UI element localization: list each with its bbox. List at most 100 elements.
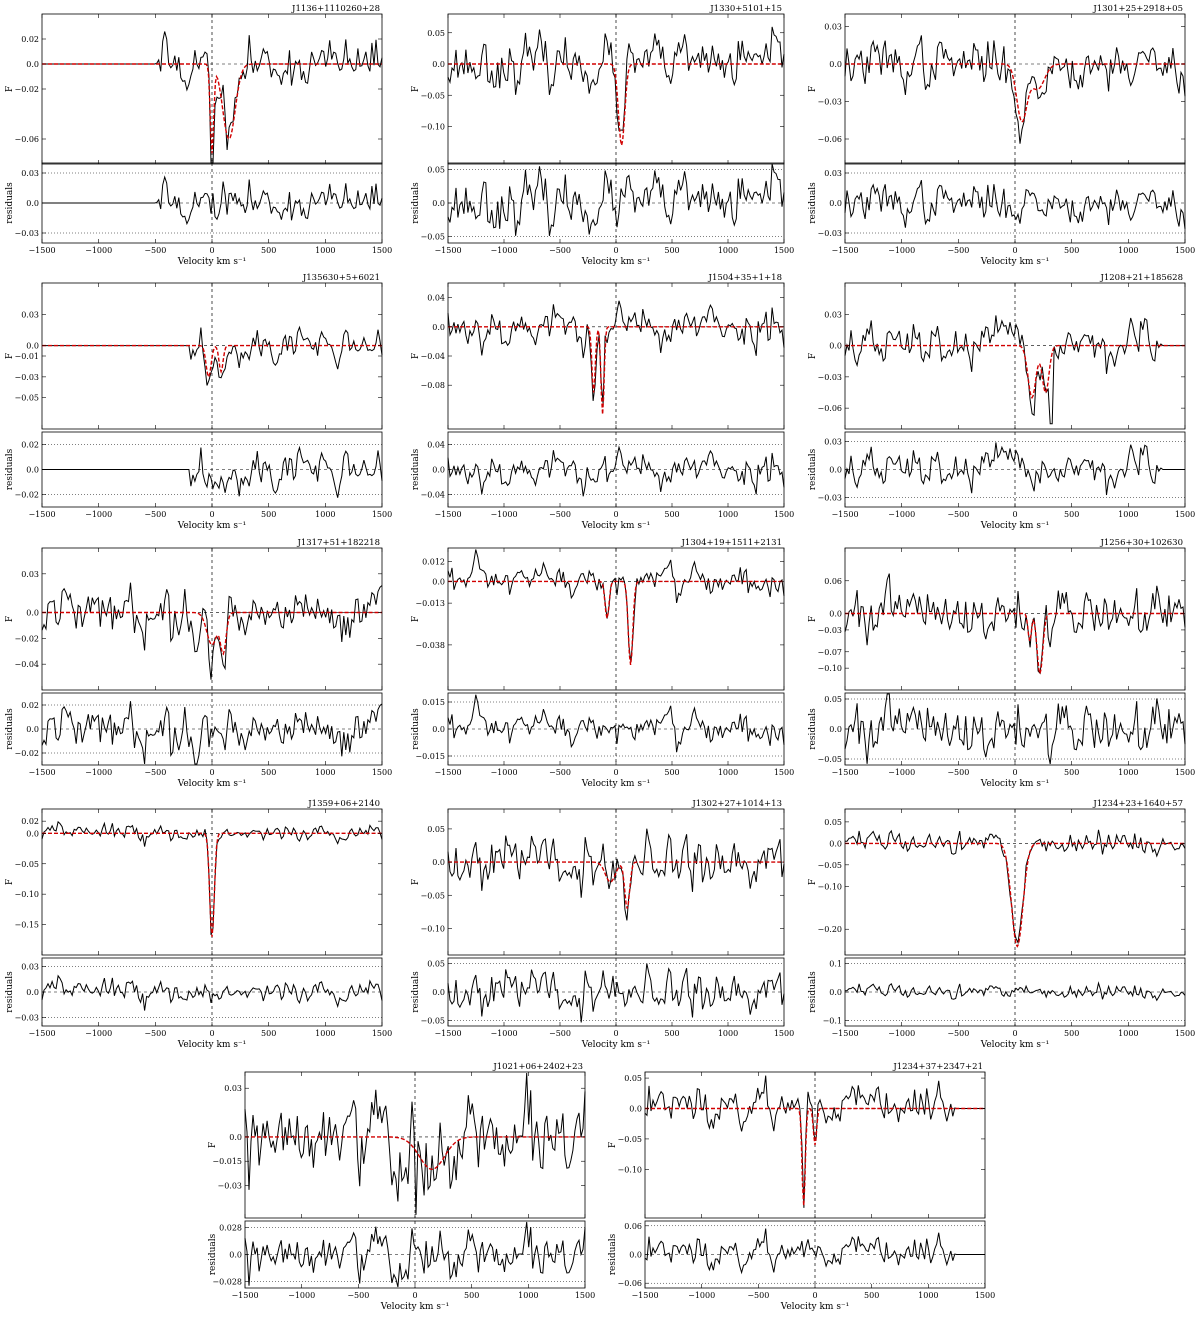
model-fit-line: [42, 832, 382, 937]
y-axis-label: F: [808, 616, 818, 622]
residual-tick-label: 0.05: [427, 166, 445, 175]
model-fit-line: [42, 63, 382, 154]
residual-line: [41, 701, 383, 765]
x-tick-label: −1500: [28, 246, 55, 255]
residual-tick-label: −0.06: [617, 1279, 642, 1288]
y-tick-label: −0.06: [14, 135, 39, 144]
y-tick-label: 0.03: [21, 310, 39, 319]
panel-13: J1021+06+2402+23 0.03 0.0 −0.015 −0.03 F 0.028…: [208, 1062, 595, 1312]
x-tick-label: 1500: [1175, 246, 1195, 255]
y-tick-label: −0.10: [420, 123, 445, 132]
y-tick-label: −0.15: [14, 921, 39, 930]
x-tick-label: 0: [412, 1291, 417, 1300]
x-tick-label: −1500: [434, 510, 461, 519]
y-tick-label: 0.0: [829, 610, 842, 619]
x-tick-label: −1000: [490, 246, 517, 255]
x-tick-label: −1500: [28, 1029, 55, 1038]
y-tick-label: 0.0: [432, 577, 445, 586]
x-tick-label: 1500: [372, 1029, 392, 1038]
y-tick-label: 0.05: [427, 825, 445, 834]
residual-tick-label: −0.03: [14, 1014, 39, 1023]
x-tick-label: 1000: [518, 1291, 538, 1300]
residual-tick-label: 0.03: [824, 437, 842, 446]
spectrum-line: [41, 582, 383, 680]
x-axis-label: Velocity km s⁻¹: [581, 521, 651, 531]
y-tick-label: 0.05: [624, 1074, 642, 1083]
x-tick-label: 0: [209, 246, 214, 255]
x-tick-label: 500: [261, 768, 276, 777]
x-axis-label: Velocity km s⁻¹: [380, 1302, 450, 1312]
residual-tick-label: −0.03: [14, 229, 39, 238]
residual-axis-label: residuals: [411, 708, 421, 750]
x-tick-label: −1000: [85, 768, 112, 777]
x-tick-label: −500: [947, 768, 969, 777]
residual-axis-label: residuals: [411, 971, 421, 1013]
panel-title: J1208+21+185628: [1099, 273, 1183, 283]
panel-14: J1234+37+2347+21 0.05 0.0 −0.05 −0.10 F 0.06 0.…: [608, 1062, 995, 1312]
y-tick-label: −0.06: [817, 135, 842, 144]
residual-tick-label: 0.015: [422, 698, 445, 707]
residual-tick-label: 0.028: [219, 1224, 242, 1233]
x-tick-label: 1000: [315, 510, 335, 519]
y-axis-label: F: [808, 353, 818, 359]
x-tick-label: 1000: [918, 1291, 938, 1300]
residual-tick-label: 0.0: [629, 1251, 642, 1260]
residual-tick-label: 0.06: [624, 1222, 642, 1231]
spectrum-line: [447, 300, 785, 404]
x-tick-label: 1500: [975, 1291, 995, 1300]
y-axis-label: F: [411, 353, 421, 359]
x-axis-label: Velocity km s⁻¹: [980, 521, 1050, 531]
x-tick-label: 1000: [315, 246, 335, 255]
x-tick-label: 0: [613, 246, 618, 255]
x-tick-label: 1000: [718, 768, 738, 777]
y-tick-label: 0.02: [21, 817, 39, 826]
residual-tick-label: 0.0: [829, 199, 842, 208]
y-tick-label: 0.05: [427, 29, 445, 38]
model-fit-line: [42, 611, 382, 656]
panel-title: J1317+51+182218: [296, 538, 380, 548]
y-tick-label: −0.03: [817, 373, 842, 382]
residual-tick-label: 0.0: [26, 466, 39, 475]
residual-line: [41, 974, 383, 1011]
y-axis-label: F: [5, 879, 15, 885]
y-tick-label: −0.05: [420, 91, 445, 100]
x-tick-label: 0: [1012, 1029, 1017, 1038]
x-tick-label: −500: [549, 510, 571, 519]
panel-title: J1234+37+2347+21: [892, 1062, 983, 1072]
x-tick-label: −1500: [434, 246, 461, 255]
panel-3: J1301+25+2918+05 0.03 0.0 −0.03 −0.06 F 0.03 0.…: [808, 4, 1195, 267]
y-tick-label: −0.10: [617, 1165, 642, 1174]
x-tick-label: 1000: [315, 1029, 335, 1038]
y-tick-label: 0.0: [26, 609, 39, 618]
y-tick-label: −0.03: [217, 1182, 242, 1191]
residual-axis-label: residuals: [411, 182, 421, 224]
spectrum-line: [644, 1075, 985, 1208]
y-tick-label: 0.02: [21, 35, 39, 44]
x-tick-label: −500: [549, 246, 571, 255]
x-tick-label: 500: [664, 510, 679, 519]
y-tick-label: −0.05: [14, 860, 39, 869]
panel-title: J1359+06+2140: [307, 799, 380, 809]
x-tick-label: 1000: [718, 1029, 738, 1038]
x-tick-label: 0: [1012, 768, 1017, 777]
residual-tick-label: 0.0: [829, 466, 842, 475]
x-axis-label: Velocity km s⁻¹: [980, 779, 1050, 789]
x-tick-label: −1000: [688, 1291, 715, 1300]
x-tick-label: 500: [261, 1029, 276, 1038]
panel-11: J1302+27+1014+13 0.05 0.0 −0.05 −0.10 F 0.05 0.…: [411, 799, 794, 1050]
y-tick-label: −0.05: [14, 394, 39, 403]
y-tick-label: −0.06: [817, 404, 842, 413]
x-tick-label: 500: [1064, 246, 1079, 255]
x-tick-label: −1000: [490, 768, 517, 777]
x-tick-label: 1000: [1118, 510, 1138, 519]
panel-4: J135630+5+60210.030.0−0.01−0.03−0.05F0.0…: [5, 273, 392, 531]
x-tick-label: −1000: [888, 1029, 915, 1038]
y-tick-label: −0.038: [415, 641, 445, 650]
x-tick-label: 500: [464, 1291, 479, 1300]
y-axis-label: F: [808, 86, 818, 92]
residual-axis-label: residuals: [608, 1233, 618, 1275]
panel-title: J1504+35+1+18: [708, 273, 782, 283]
y-tick-label: 0.0: [229, 1133, 242, 1142]
residual-axis-label: residuals: [808, 448, 818, 490]
